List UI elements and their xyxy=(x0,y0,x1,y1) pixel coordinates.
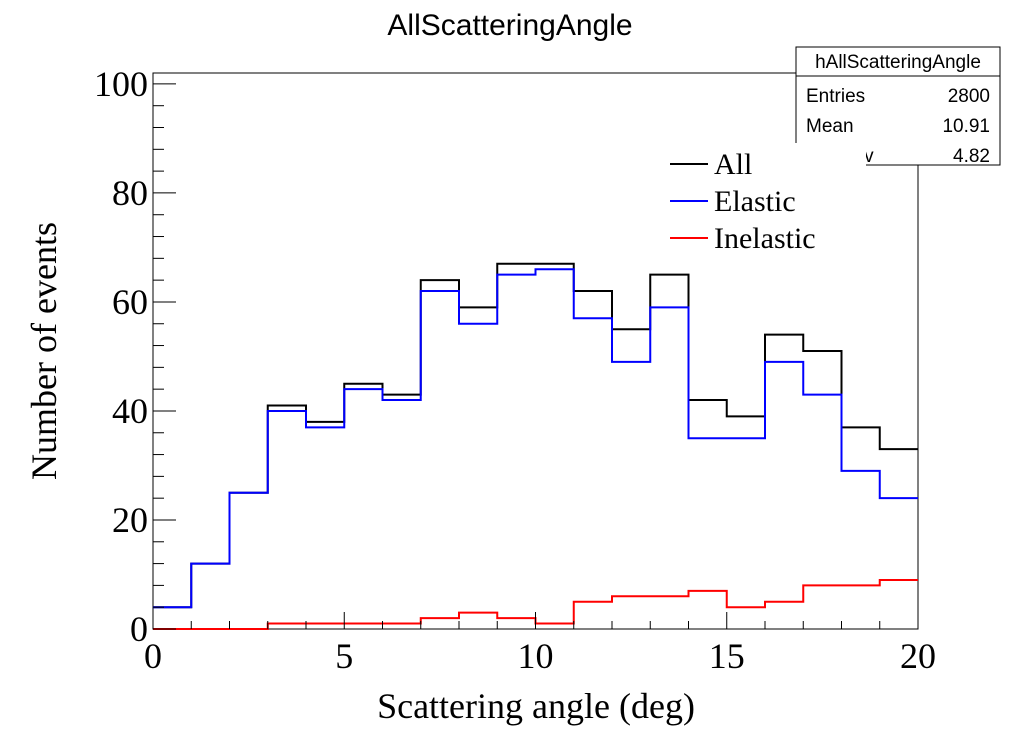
stats-box: hAllScatteringAngleEntries2800Mean10.91S… xyxy=(795,46,1001,167)
x-tick-label: 15 xyxy=(709,636,745,676)
axis-layer: 0 5 10 15 20 0 20 40 60 80 100 xyxy=(94,64,936,676)
y-tick-label: 0 xyxy=(130,609,148,649)
series-layer xyxy=(153,262,918,630)
series-line-elastic xyxy=(153,268,918,609)
stats-value: 2800 xyxy=(948,86,990,107)
y-tick-label: 40 xyxy=(112,391,148,431)
chart-title: AllScatteringAngle xyxy=(387,9,632,42)
legend-label-inelastic: Inelastic xyxy=(714,222,816,255)
x-tick-label: 20 xyxy=(900,636,936,676)
y-tick-label: 100 xyxy=(94,64,148,104)
legend-label-all: All xyxy=(714,148,752,181)
series-all xyxy=(153,262,918,609)
series-line-all xyxy=(153,262,918,609)
x-tick-label: 10 xyxy=(518,636,554,676)
stats-label: Mean xyxy=(806,116,854,137)
stats-box-frame xyxy=(795,46,1001,166)
series-elastic xyxy=(153,268,918,609)
legend-label-elastic: Elastic xyxy=(714,185,796,218)
y-axis-label: Number of events xyxy=(24,222,64,480)
y-tick-label: 80 xyxy=(112,173,148,213)
y-tick-label: 60 xyxy=(112,282,148,322)
stats-label: Entries xyxy=(806,86,865,107)
stats-box-name: hAllScatteringAngle xyxy=(815,52,981,73)
y-tick-label: 20 xyxy=(112,500,148,540)
stats-value: 4.82 xyxy=(953,146,990,167)
stats-value: 10.91 xyxy=(942,116,990,137)
x-tick-label: 0 xyxy=(144,636,162,676)
x-tick-label: 5 xyxy=(335,636,353,676)
x-axis-label: Scattering angle (deg) xyxy=(377,686,695,726)
legend: All Elastic Inelastic xyxy=(664,143,866,259)
